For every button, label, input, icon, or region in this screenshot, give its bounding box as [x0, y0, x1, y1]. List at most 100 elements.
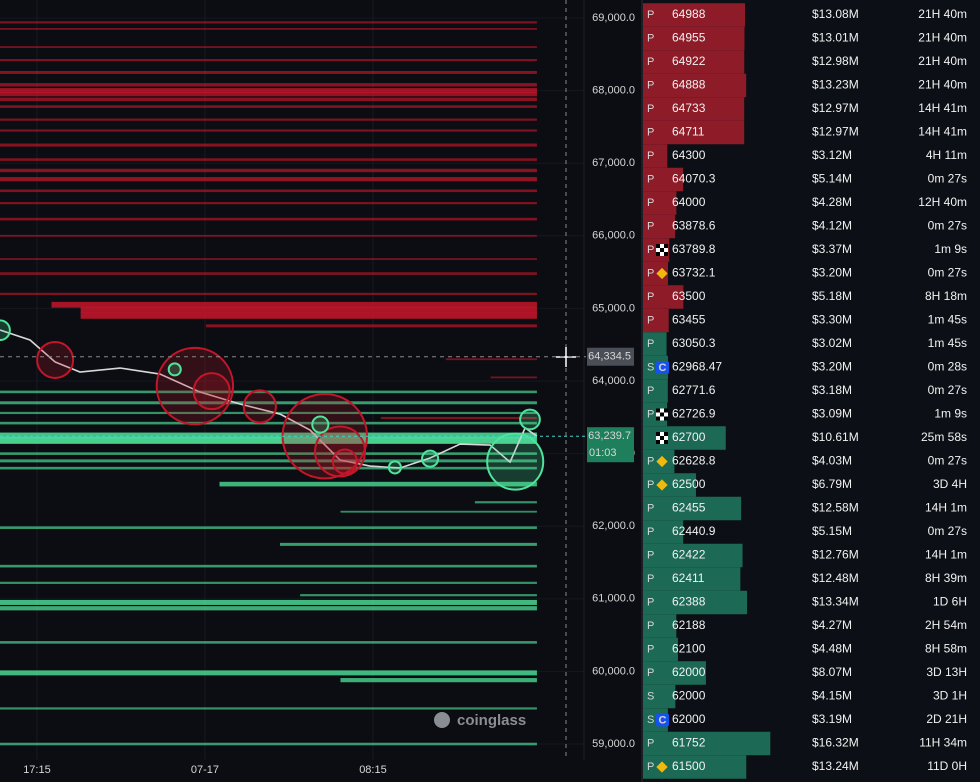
amount-bar [643, 191, 677, 215]
liquidation-level [474, 501, 537, 504]
x-tick-label: 07-17 [191, 764, 219, 776]
liquidation-level [0, 411, 537, 415]
liquidation-level [0, 564, 537, 568]
time: 0m 27s [928, 219, 967, 233]
time: 21H 40m [918, 54, 967, 68]
amount-bar [643, 755, 747, 779]
time: 11D 0H [927, 759, 967, 773]
amount: $5.14M [812, 172, 852, 186]
crosshair-label: 64,334.5 [588, 351, 631, 363]
time: 1m 45s [928, 336, 967, 350]
market-label: P [647, 455, 654, 467]
x-tick-label: 17:15 [23, 764, 51, 776]
liquidation-bubble [387, 460, 402, 475]
amount: $6.79M [812, 477, 852, 491]
okx-icon-cell [664, 440, 668, 444]
liquidation-level [0, 88, 537, 94]
order-table: P 64988 $13.08M 21H 40m P 64955 $13.01M 21H 40m… [643, 3, 967, 779]
amount: $4.12M [812, 219, 852, 233]
price: 62628.8 [672, 454, 716, 468]
amount-bar [643, 26, 745, 51]
market-label: P [647, 314, 654, 326]
market-label: P [647, 667, 654, 679]
amount: $4.03M [812, 454, 852, 468]
time: 1D 6H [933, 595, 967, 609]
liquidation-bubble [0, 319, 11, 342]
market-label: S [647, 690, 654, 702]
amount: $12.98M [812, 54, 859, 68]
market-label: P [647, 291, 654, 303]
time: 0m 27s [928, 454, 967, 468]
liquidation-level [0, 46, 537, 48]
amount-bar [643, 684, 676, 709]
time: 11H 34m [919, 736, 967, 750]
price: 62000 [672, 665, 706, 679]
watermark-icon [434, 712, 450, 728]
liquidation-level [0, 581, 537, 584]
time: 0m 27s [928, 524, 967, 538]
price: 64070.3 [672, 172, 716, 186]
time: 8H 58m [925, 642, 967, 656]
time: 8H 18m [925, 289, 967, 303]
okx-icon-cell [664, 408, 668, 413]
liquidation-level [0, 105, 537, 108]
amount: $13.23M [812, 78, 859, 92]
price: 62968.47 [672, 360, 722, 374]
market-label: P [647, 267, 654, 279]
price: 64888 [672, 78, 706, 92]
amount: $16.32M [812, 736, 859, 750]
time: 14H 41m [918, 101, 967, 115]
liquidation-level [0, 158, 537, 161]
time: 1m 45s [928, 313, 967, 327]
market-label: P [647, 338, 654, 350]
amount: $13.34M [812, 595, 859, 609]
amount: $4.48M [812, 642, 852, 656]
liquidation-level [0, 459, 537, 463]
price: 62422 [672, 548, 706, 562]
market-label: P [647, 596, 654, 608]
market-label: P [647, 56, 654, 68]
badge: C [659, 362, 667, 374]
liquidation-bubble [519, 408, 541, 431]
price: 64000 [672, 195, 706, 209]
liquidation-level [0, 421, 537, 425]
time: 3D 13H [926, 665, 967, 679]
liquidation-level [0, 70, 537, 74]
okx-icon-cell [664, 432, 668, 436]
price: 62000 [672, 712, 706, 726]
amount-bar [643, 379, 668, 403]
liquidation-level [0, 437, 537, 444]
liquidation-level [0, 234, 537, 237]
time: 3D 4H [933, 477, 967, 491]
amount-bar [643, 567, 741, 591]
market-label: P [647, 244, 654, 256]
amount: $3.12M [812, 148, 852, 162]
time: 14H 41m [918, 125, 967, 139]
liquidation-level [300, 594, 537, 597]
y-tick-label: 67,000.0 [592, 157, 635, 169]
binance-icon [656, 267, 668, 280]
amount: $13.08M [812, 7, 859, 21]
time: 0m 27s [928, 172, 967, 186]
price: 63050.3 [672, 336, 716, 350]
amount-bar [643, 614, 677, 638]
liquidation-bubble [242, 389, 277, 424]
liquidation-level [0, 432, 537, 439]
last-price-bg [587, 427, 634, 463]
amount-bar [643, 543, 743, 568]
liquidation-level [0, 168, 537, 173]
time: 21H 40m [918, 7, 967, 21]
liquidation-level [80, 306, 537, 313]
okx-icon-cell [664, 416, 668, 421]
price: 62440.9 [672, 524, 716, 538]
amount: $3.09M [812, 407, 852, 421]
liquidation-level [0, 59, 537, 62]
watermark: coinglass [434, 712, 526, 729]
liquidation-level [0, 401, 537, 405]
amount-bar [643, 661, 706, 685]
time: 21H 40m [918, 31, 967, 45]
okx-icon-cell [660, 436, 664, 440]
price-line [0, 329, 538, 469]
crosshair-label-bg [587, 347, 634, 366]
